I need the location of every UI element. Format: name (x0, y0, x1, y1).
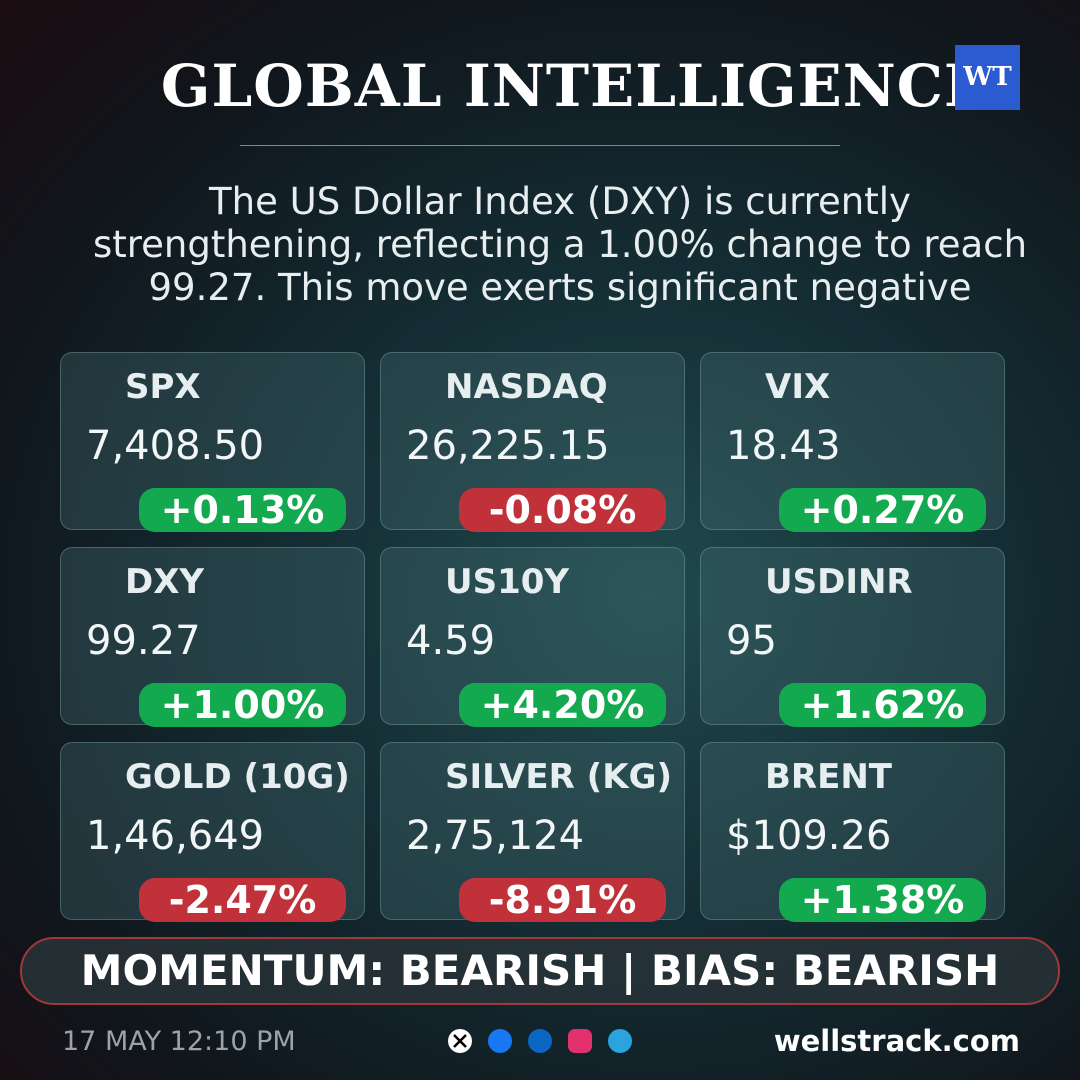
instagram-icon[interactable] (568, 1029, 592, 1053)
ticker-card: DXY 99.27 +1.00% (60, 547, 365, 727)
ticker-value: 99.27 (86, 618, 201, 664)
ticker-name: US10Y (445, 562, 570, 602)
change-badge: +0.27% (779, 488, 986, 532)
ticker-value: 95 (726, 618, 777, 664)
change-badge: +4.20% (459, 683, 666, 727)
ticker-card: GOLD (10G) 1,46,649 -2.47% (60, 742, 365, 922)
ticker-name: VIX (765, 367, 831, 407)
change-badge: +1.00% (139, 683, 346, 727)
telegram-icon[interactable] (608, 1029, 632, 1053)
divider (240, 145, 840, 146)
ticker-value: 2,75,124 (406, 813, 585, 859)
ticker-card: NASDAQ 26,225.15 -0.08% (380, 352, 685, 532)
x-glyph (453, 1034, 467, 1048)
ticker-name: BRENT (765, 757, 892, 797)
social-icons (448, 1029, 632, 1053)
change-badge: +1.62% (779, 683, 986, 727)
ticker-name: NASDAQ (445, 367, 608, 407)
ticker-name: GOLD (10G) (125, 757, 350, 797)
ticker-card: SILVER (KG) 2,75,124 -8.91% (380, 742, 685, 922)
linkedin-icon[interactable] (528, 1029, 552, 1053)
facebook-icon[interactable] (488, 1029, 512, 1053)
ticker-card: BRENT $109.26 +1.38% (700, 742, 1005, 922)
ticker-name: DXY (125, 562, 205, 602)
title: GLOBAL INTELLIGENCE (160, 52, 990, 120)
ticker-name: SPX (125, 367, 201, 407)
ticker-value: 7,408.50 (86, 423, 265, 469)
ticker-value: $109.26 (726, 813, 892, 859)
ticker-card: USDINR 95 +1.62% (700, 547, 1005, 727)
website: wellstrack.com (773, 1024, 1020, 1058)
ticker-name: USDINR (765, 562, 913, 602)
change-badge: -2.47% (139, 878, 346, 922)
change-badge: -0.08% (459, 488, 666, 532)
change-badge: +1.38% (779, 878, 986, 922)
change-badge: -8.91% (459, 878, 666, 922)
timestamp: 17 MAY 12:10 PM (62, 1026, 296, 1057)
ticker-value: 1,46,649 (86, 813, 265, 859)
logo: WT (955, 45, 1020, 110)
ticker-value: 18.43 (726, 423, 841, 469)
ticker-card: US10Y 4.59 +4.20% (380, 547, 685, 727)
ticker-card: SPX 7,408.50 +0.13% (60, 352, 365, 532)
ticker-value: 26,225.15 (406, 423, 610, 469)
change-badge: +0.13% (139, 488, 346, 532)
ticker-value: 4.59 (406, 618, 496, 664)
ticker-card: VIX 18.43 +0.27% (700, 352, 1005, 532)
description: The US Dollar Index (DXY) is currently s… (92, 180, 1028, 309)
summary-banner: MOMENTUM: BEARISH | BIAS: BEARISH (20, 937, 1060, 1005)
ticker-name: SILVER (KG) (445, 757, 673, 797)
